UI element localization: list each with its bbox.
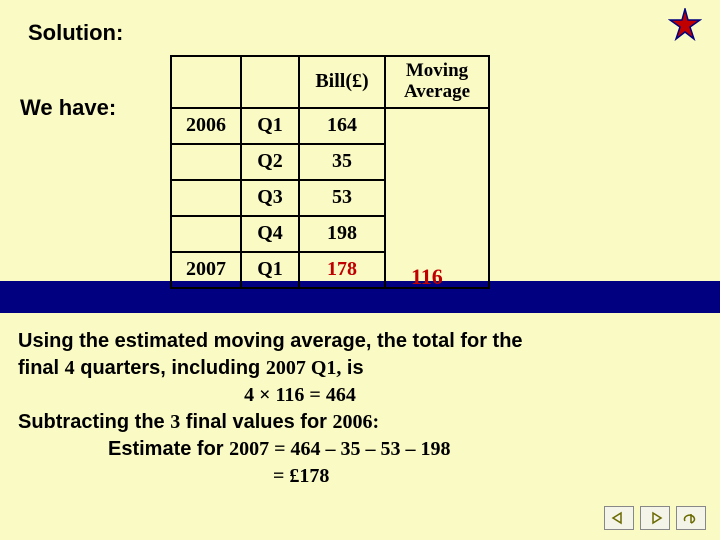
- text-span: 2006:: [333, 411, 380, 433]
- cell-year: [171, 216, 241, 252]
- text-line: Estimate for 2007 = 464 – 35 – 53 – 198: [18, 436, 702, 463]
- back-button[interactable]: [604, 506, 634, 530]
- text-span: 4: [65, 357, 75, 379]
- text-span: quarters, including: [75, 357, 266, 379]
- cell-quarter: Q2: [241, 144, 299, 180]
- header-ma-line2: Average: [404, 81, 470, 102]
- text-span: is: [341, 357, 363, 379]
- text-span: final: [18, 357, 65, 379]
- text-span: 2007 Q1,: [266, 357, 342, 379]
- header-quarter: [241, 56, 299, 108]
- cell-year: 2006: [171, 108, 241, 144]
- cell-year: [171, 144, 241, 180]
- cell-year: [171, 180, 241, 216]
- data-table: Bill(£) Moving Average 2006 Q1 164 116 Q…: [170, 55, 490, 289]
- table-row: 2006 Q1 164 116: [171, 108, 489, 144]
- cell-quarter: Q3: [241, 180, 299, 216]
- cell-quarter: Q1: [241, 108, 299, 144]
- text-line: = £178: [18, 463, 702, 490]
- text-line: final 4 quarters, including 2007 Q1, is: [18, 355, 702, 382]
- cell-bill-estimate: 178: [299, 252, 385, 288]
- header-moving-average: Moving Average: [385, 56, 489, 108]
- text-span: Subtracting the: [18, 411, 170, 433]
- cell-moving-average: 116: [385, 108, 489, 288]
- header-year: [171, 56, 241, 108]
- star-icon: [668, 8, 702, 47]
- text-line: Using the estimated moving average, the …: [18, 328, 702, 355]
- wehave-label: We have:: [20, 95, 116, 121]
- explanation-text: Using the estimated moving average, the …: [18, 328, 702, 490]
- loop-button[interactable]: [676, 506, 706, 530]
- moving-average-value: 116: [411, 264, 443, 290]
- header-bill: Bill(£): [299, 56, 385, 108]
- text-span: Estimate for: [108, 438, 229, 460]
- cell-bill: 53: [299, 180, 385, 216]
- header-ma-line1: Moving: [406, 60, 468, 81]
- cell-year: 2007: [171, 252, 241, 288]
- cell-bill: 198: [299, 216, 385, 252]
- cell-quarter: Q4: [241, 216, 299, 252]
- solution-label: Solution:: [28, 20, 123, 46]
- text-span: 2007 = 464 – 35 – 53 – 198: [229, 438, 450, 460]
- cell-bill: 164: [299, 108, 385, 144]
- text-span: 3: [170, 411, 180, 433]
- nav-controls: [604, 506, 706, 530]
- text-line: 4 × 116 = 464: [18, 382, 702, 409]
- cell-bill: 35: [299, 144, 385, 180]
- cell-quarter: Q1: [241, 252, 299, 288]
- text-line: Subtracting the 3 final values for 2006:: [18, 409, 702, 436]
- forward-button[interactable]: [640, 506, 670, 530]
- text-span: final values for: [180, 411, 332, 433]
